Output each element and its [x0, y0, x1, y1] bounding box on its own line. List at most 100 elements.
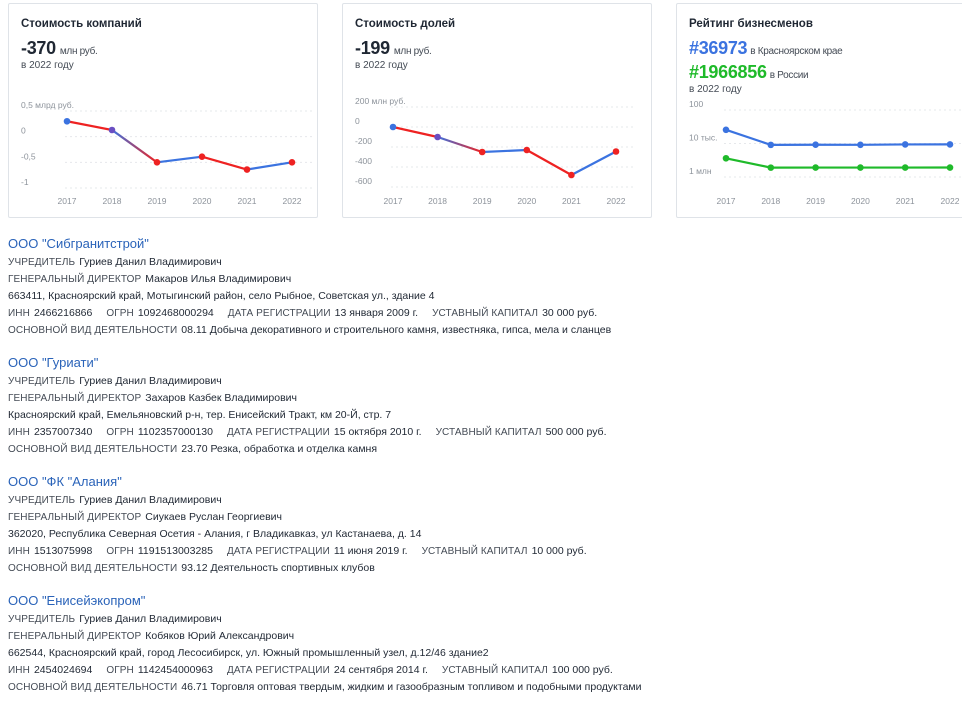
- series-line-segment: [525, 148, 573, 177]
- data-point[interactable]: [767, 164, 775, 171]
- x-tick-label: 2020: [517, 196, 536, 206]
- data-point[interactable]: [812, 141, 819, 149]
- founder-value: Гуриев Данил Владимирович: [79, 613, 222, 625]
- company-entry: ООО "Енисейэкопром" УЧРЕДИТЕЛЬ Гуриев Дан…: [8, 593, 948, 696]
- value-number: -199: [355, 38, 390, 58]
- data-point[interactable]: [767, 141, 775, 149]
- data-point[interactable]: [243, 166, 251, 173]
- reg-date-label: ДАТА РЕГИСТРАЦИИ: [227, 308, 331, 319]
- reg-date-label: ДАТА РЕГИСТРАЦИИ: [226, 665, 330, 676]
- ogrn-value: 1092468000294: [137, 307, 214, 319]
- reg-date-value: 13 января 2009 г.: [334, 307, 419, 319]
- data-point[interactable]: [857, 141, 864, 149]
- data-point[interactable]: [901, 141, 909, 148]
- capital-label: УСТАВНЫЙ КАПИТАЛ: [432, 308, 539, 319]
- y-tick-label: -200: [355, 136, 372, 146]
- x-tick-label: 2018: [428, 196, 447, 206]
- data-point[interactable]: [153, 159, 161, 166]
- card-value: -370 млн руб.: [21, 38, 98, 59]
- data-point[interactable]: [288, 159, 296, 166]
- founder-row: УЧРЕДИТЕЛЬ Гуриев Данил Владимирович: [8, 492, 948, 509]
- series-line-segment: [436, 135, 484, 154]
- data-point[interactable]: [478, 148, 486, 156]
- data-point[interactable]: [901, 164, 909, 171]
- data-point[interactable]: [108, 126, 116, 134]
- company-value-card: Стоимость компаний -370 млн руб. в 2022 г…: [8, 3, 318, 218]
- director-value: Сиукаев Руслан Георгиевич: [145, 511, 282, 523]
- registry-row: ИНН 2357007340 ОГРН 1102357000130 ДАТА РЕГИС…: [8, 424, 948, 441]
- y-tick-label: 10 тыс.: [689, 133, 717, 143]
- founder-label: УЧРЕДИТЕЛЬ: [8, 614, 76, 625]
- company-value-chart: 0,5 млрд руб. 0 -0,5 -1 2017 2018 2019 2020 2021…: [21, 100, 312, 206]
- founder-label: УЧРЕДИТЕЛЬ: [8, 495, 76, 506]
- data-point[interactable]: [946, 141, 954, 148]
- inn-value: 1513075998: [33, 545, 93, 557]
- company-name-link[interactable]: ООО "Гуриати": [8, 355, 99, 370]
- x-tick-label: 2017: [717, 196, 736, 206]
- activity-label: ОСНОВНОЙ ВИД ДЕЯТЕЛЬНОСТИ: [8, 682, 178, 693]
- capital-label: УСТАВНЫЙ КАПИТАЛ: [435, 427, 542, 438]
- company-name-link[interactable]: ООО "Енисейэкопром": [8, 593, 146, 608]
- company-name-link[interactable]: ООО "ФК "Алания": [8, 474, 122, 489]
- data-point[interactable]: [568, 171, 575, 179]
- data-point[interactable]: [857, 164, 864, 171]
- founder-label: УЧРЕДИТЕЛЬ: [8, 257, 76, 268]
- x-tick-label: 2021: [238, 196, 257, 206]
- rank-value: #36973: [689, 38, 748, 58]
- data-point[interactable]: [612, 148, 620, 155]
- reg-date-value: 15 октября 2010 г.: [333, 426, 422, 438]
- founder-row: УЧРЕДИТЕЛЬ Гуриев Данил Владимирович: [8, 611, 948, 628]
- registry-row: ИНН 2466216866 ОГРН 1092468000294 ДАТА РЕГИС…: [8, 305, 948, 322]
- registry-row: ИНН 2454024694 ОГРН 1142454000963 ДАТА РЕГИС…: [8, 662, 948, 679]
- x-tick-label: 2019: [473, 196, 492, 206]
- data-point[interactable]: [434, 133, 441, 141]
- data-point[interactable]: [722, 126, 730, 134]
- data-point[interactable]: [946, 164, 954, 171]
- data-point[interactable]: [812, 164, 819, 171]
- capital-value: 10 000 руб.: [531, 545, 587, 557]
- x-tick-label: 2019: [806, 196, 825, 206]
- address-row: Красноярский край, Емельяновский р-н, те…: [8, 409, 392, 421]
- reg-date-value: 24 сентября 2014 г.: [333, 664, 428, 676]
- founder-value: Гуриев Данил Владимирович: [79, 494, 222, 506]
- y-tick-label: 0: [21, 126, 26, 136]
- address-row: 362020, Республика Северная Осетия - Ала…: [8, 528, 422, 540]
- activity-label: ОСНОВНОЙ ВИД ДЕЯТЕЛЬНОСТИ: [8, 325, 178, 336]
- activity-value: 46.71 Торговля оптовая твердым, жидким и…: [181, 681, 642, 693]
- data-point[interactable]: [198, 153, 206, 160]
- company-name-link[interactable]: ООО "Сибгранитстрой": [8, 236, 149, 251]
- inn-label: ИНН: [8, 308, 30, 319]
- inn-value: 2357007340: [33, 426, 93, 438]
- data-point[interactable]: [63, 117, 71, 125]
- ogrn-label: ОГРН: [106, 427, 134, 438]
- director-row: ГЕНЕРАЛЬНЫЙ ДИРЕКТОР Сиукаев Руслан Георг…: [8, 509, 948, 526]
- businessman-rating-card: Рейтинг бизнесменов #36973 в Красноярском…: [676, 3, 962, 218]
- x-tick-label: 2017: [58, 196, 77, 206]
- activity-row: ОСНОВНОЙ ВИД ДЕЯТЕЛЬНОСТИ 93.12 Деятельно…: [8, 560, 948, 577]
- y-tick-label: -1: [21, 177, 29, 187]
- director-value: Кобяков Юрий Александрович: [145, 630, 295, 642]
- director-row: ГЕНЕРАЛЬНЫЙ ДИРЕКТОР Макаров Илья Владими…: [8, 271, 948, 288]
- director-label: ГЕНЕРАЛЬНЫЙ ДИРЕКТОР: [8, 631, 142, 642]
- series-line-segment: [724, 128, 772, 146]
- address-row: 663411, Красноярский край, Мотыгинский р…: [8, 290, 435, 302]
- value-number: -370: [21, 38, 56, 58]
- y-tick-label: -400: [355, 156, 372, 166]
- director-value: Захаров Казбек Владимирович: [145, 392, 298, 404]
- director-value: Макаров Илья Владимирович: [145, 273, 292, 285]
- card-period: в 2022 году: [355, 60, 408, 71]
- value-unit: млн руб.: [59, 46, 98, 57]
- ogrn-value: 1142454000963: [137, 664, 213, 676]
- data-point[interactable]: [722, 154, 730, 162]
- card-title: Стоимость долей: [355, 18, 456, 30]
- regional-rank: #36973 в Красноярском крае: [689, 38, 843, 59]
- ogrn-value: 1191513003285: [137, 545, 213, 557]
- x-tick-label: 2018: [103, 196, 122, 206]
- y-tick-label: -600: [355, 176, 372, 186]
- rating-chart: 100 10 тыс. 1 млн 2017 2018 2019 2020 2021 2022: [689, 99, 962, 206]
- founder-value: Гуриев Данил Владимирович: [79, 375, 222, 387]
- data-point[interactable]: [523, 146, 531, 154]
- director-label: ГЕНЕРАЛЬНЫЙ ДИРЕКТОР: [8, 512, 142, 523]
- data-point[interactable]: [389, 123, 397, 131]
- capital-label: УСТАВНЫЙ КАПИТАЛ: [441, 665, 548, 676]
